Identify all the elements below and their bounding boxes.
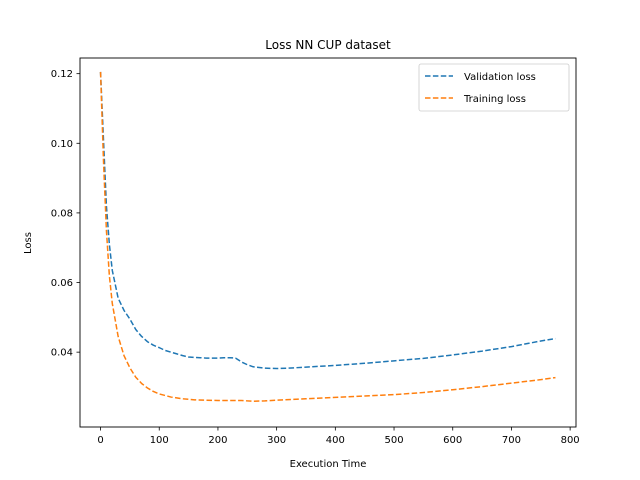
- y-tick-label-3: 0.10: [51, 139, 73, 150]
- y-axis: 0.04 0.06 0.08 0.10 0.12: [51, 69, 80, 359]
- y-tick-label-0: 0.04: [51, 348, 73, 359]
- plot-area: [79, 57, 577, 428]
- x-tick-label-600: 600: [443, 435, 462, 446]
- y-axis-label: Loss: [23, 232, 34, 254]
- x-tick-label-500: 500: [384, 435, 403, 446]
- chart-title: Loss NN CUP dataset: [265, 38, 391, 52]
- series-line-validation-loss: [99, 71, 556, 370]
- x-tick-label-100: 100: [150, 435, 169, 446]
- x-axis: 0 100 200 300 400 500 600 700 800: [97, 427, 580, 446]
- y-tick-label-1: 0.06: [51, 278, 73, 289]
- x-tick-label-400: 400: [326, 435, 345, 446]
- series-layer: [99, 71, 556, 402]
- x-tick-label-0: 0: [97, 435, 103, 446]
- legend-label-training-loss: Training loss: [463, 94, 526, 105]
- x-tick-label-700: 700: [502, 435, 521, 446]
- series-line-training-loss: [99, 71, 556, 402]
- x-tick-label-300: 300: [267, 435, 286, 446]
- y-tick-label-4: 0.12: [51, 69, 73, 80]
- x-tick-label-200: 200: [208, 435, 227, 446]
- y-tick-label-2: 0.08: [51, 208, 73, 219]
- legend-frame: [418, 63, 570, 112]
- legend-label-validation-loss: Validation loss: [464, 72, 536, 83]
- x-tick-label-800: 800: [561, 435, 580, 446]
- x-axis-label: Execution Time: [290, 459, 367, 470]
- legend: Validation loss Training loss: [418, 63, 570, 112]
- axes-frame: [79, 57, 577, 428]
